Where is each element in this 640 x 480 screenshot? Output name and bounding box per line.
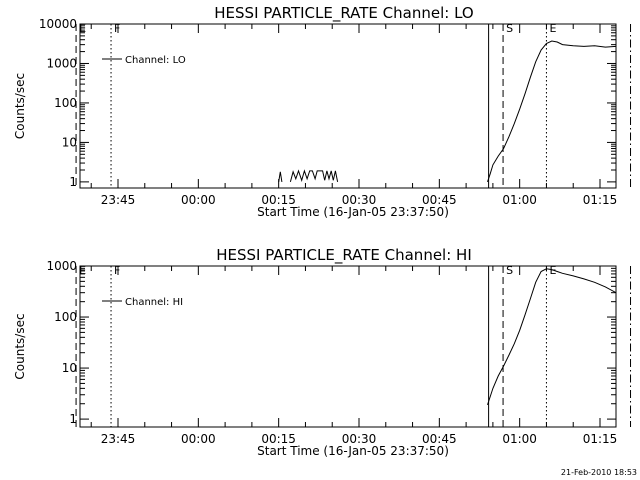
x-tick-label: 00:15 bbox=[261, 432, 296, 446]
y-tick-label: 1 bbox=[69, 175, 77, 189]
x-tick-label: 00:45 bbox=[422, 432, 457, 446]
x-tick-label: 01:00 bbox=[502, 432, 537, 446]
x-axis-label: Start Time (16-Jan-05 23:37:50) bbox=[257, 444, 449, 458]
event-marker-label: F bbox=[114, 22, 120, 35]
plot-frame bbox=[79, 23, 617, 189]
x-tick-label: 00:15 bbox=[261, 193, 296, 207]
x-tick-label: 00:00 bbox=[181, 193, 216, 207]
plot-frame bbox=[79, 265, 617, 428]
chart-title: HESSI PARTICLE_RATE Channel: LO bbox=[214, 4, 473, 23]
legend-label: Channel: LO bbox=[125, 55, 186, 66]
series-line bbox=[278, 171, 283, 182]
series-line bbox=[487, 268, 616, 406]
y-tick-label: 10000 bbox=[39, 17, 77, 31]
chart-title: HESSI PARTICLE_RATE Channel: HI bbox=[216, 246, 472, 265]
legend-label: Channel: HI bbox=[125, 297, 183, 308]
plot-timestamp: 21-Feb-2010 18:53 bbox=[561, 468, 637, 477]
y-tick-label: 100 bbox=[54, 310, 77, 324]
x-tick-label: 00:30 bbox=[342, 193, 377, 207]
event-marker-label: F bbox=[114, 264, 120, 277]
y-tick-label: 1000 bbox=[46, 259, 77, 273]
x-tick-label: 00:30 bbox=[342, 432, 377, 446]
event-marker-label: E bbox=[79, 22, 86, 35]
y-tick-label: 1 bbox=[69, 412, 77, 426]
y-tick-label: 100 bbox=[54, 96, 77, 110]
x-tick-label: 23:45 bbox=[101, 193, 136, 207]
x-tick-label: 23:45 bbox=[101, 432, 136, 446]
x-tick-label: 01:00 bbox=[502, 193, 537, 207]
y-tick-label: 1000 bbox=[46, 56, 77, 70]
x-tick-label: 01:15 bbox=[583, 193, 618, 207]
series-line bbox=[289, 169, 339, 183]
event-marker-label: E bbox=[549, 22, 556, 35]
x-tick-label: 01:15 bbox=[583, 432, 618, 446]
x-tick-label: 00:45 bbox=[422, 193, 457, 207]
x-tick-label: 00:00 bbox=[181, 432, 216, 446]
y-tick-label: 10 bbox=[62, 135, 77, 149]
y-axis-label: Counts/sec bbox=[13, 73, 27, 139]
event-marker-label: S bbox=[506, 22, 513, 35]
series-line bbox=[487, 40, 616, 183]
series-line bbox=[27, 71, 79, 182]
y-axis-label: Counts/sec bbox=[13, 313, 27, 379]
event-marker-label: S bbox=[506, 264, 513, 277]
x-axis-label: Start Time (16-Jan-05 23:37:50) bbox=[257, 205, 449, 219]
y-tick-label: 10 bbox=[62, 361, 77, 375]
event-marker-label: E bbox=[79, 264, 86, 277]
